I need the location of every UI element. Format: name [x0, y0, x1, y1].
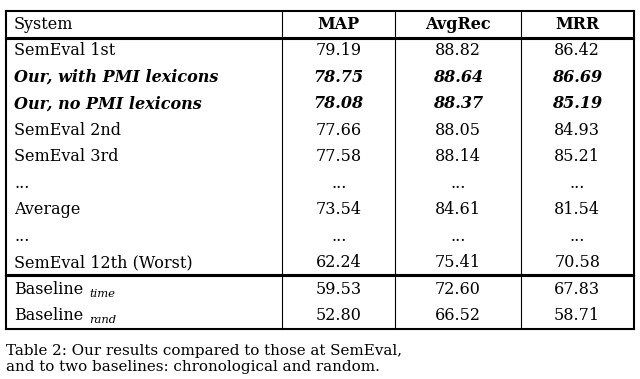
Text: MRR: MRR: [555, 16, 599, 33]
Text: 86.42: 86.42: [554, 42, 600, 59]
Text: ...: ...: [14, 175, 29, 192]
Text: 66.52: 66.52: [435, 307, 481, 324]
Text: 84.93: 84.93: [554, 122, 600, 139]
Text: ...: ...: [451, 175, 466, 192]
Text: 73.54: 73.54: [316, 201, 362, 218]
Text: 67.83: 67.83: [554, 281, 600, 298]
Text: ...: ...: [570, 175, 585, 192]
Text: 88.64: 88.64: [433, 69, 483, 86]
Text: Our, with PMI lexicons: Our, with PMI lexicons: [14, 69, 218, 86]
Text: 81.54: 81.54: [554, 201, 600, 218]
Text: 58.71: 58.71: [554, 307, 600, 324]
Text: AvgRec: AvgRec: [425, 16, 491, 33]
Text: 88.37: 88.37: [433, 95, 483, 112]
Text: rand: rand: [90, 315, 116, 325]
Text: SemEval 12th (Worst): SemEval 12th (Worst): [14, 254, 193, 271]
Text: 77.58: 77.58: [316, 148, 362, 165]
Text: SemEval 1st: SemEval 1st: [14, 42, 115, 59]
Text: Our, no PMI lexicons: Our, no PMI lexicons: [14, 95, 202, 112]
Text: Average: Average: [14, 201, 81, 218]
Text: 84.61: 84.61: [435, 201, 481, 218]
Text: 85.21: 85.21: [554, 148, 600, 165]
Text: System: System: [14, 16, 74, 33]
Text: 88.05: 88.05: [435, 122, 481, 139]
Text: SemEval 2nd: SemEval 2nd: [14, 122, 121, 139]
Text: Table 2: Our results compared to those at SemEval,
and to two baselines: chronol: Table 2: Our results compared to those a…: [6, 344, 403, 374]
Text: 88.14: 88.14: [435, 148, 481, 165]
Text: MAP: MAP: [317, 16, 360, 33]
Text: 77.66: 77.66: [316, 122, 362, 139]
Text: 88.82: 88.82: [435, 42, 481, 59]
Text: 72.60: 72.60: [435, 281, 481, 298]
Text: Baseline: Baseline: [14, 307, 83, 324]
Text: 85.19: 85.19: [552, 95, 602, 112]
Text: 59.53: 59.53: [316, 281, 362, 298]
Text: 62.24: 62.24: [316, 254, 362, 271]
Text: 52.80: 52.80: [316, 307, 362, 324]
Text: SemEval 3rd: SemEval 3rd: [14, 148, 118, 165]
Text: ...: ...: [14, 228, 29, 245]
Text: ...: ...: [331, 228, 346, 245]
Text: time: time: [90, 289, 115, 299]
Text: ...: ...: [570, 228, 585, 245]
Text: 79.19: 79.19: [316, 42, 362, 59]
Text: 86.69: 86.69: [552, 69, 602, 86]
Text: 78.08: 78.08: [314, 95, 364, 112]
Text: Baseline: Baseline: [14, 281, 83, 298]
Text: 75.41: 75.41: [435, 254, 481, 271]
Text: 78.75: 78.75: [314, 69, 364, 86]
Text: 70.58: 70.58: [554, 254, 600, 271]
Text: ...: ...: [451, 228, 466, 245]
Text: ...: ...: [331, 175, 346, 192]
